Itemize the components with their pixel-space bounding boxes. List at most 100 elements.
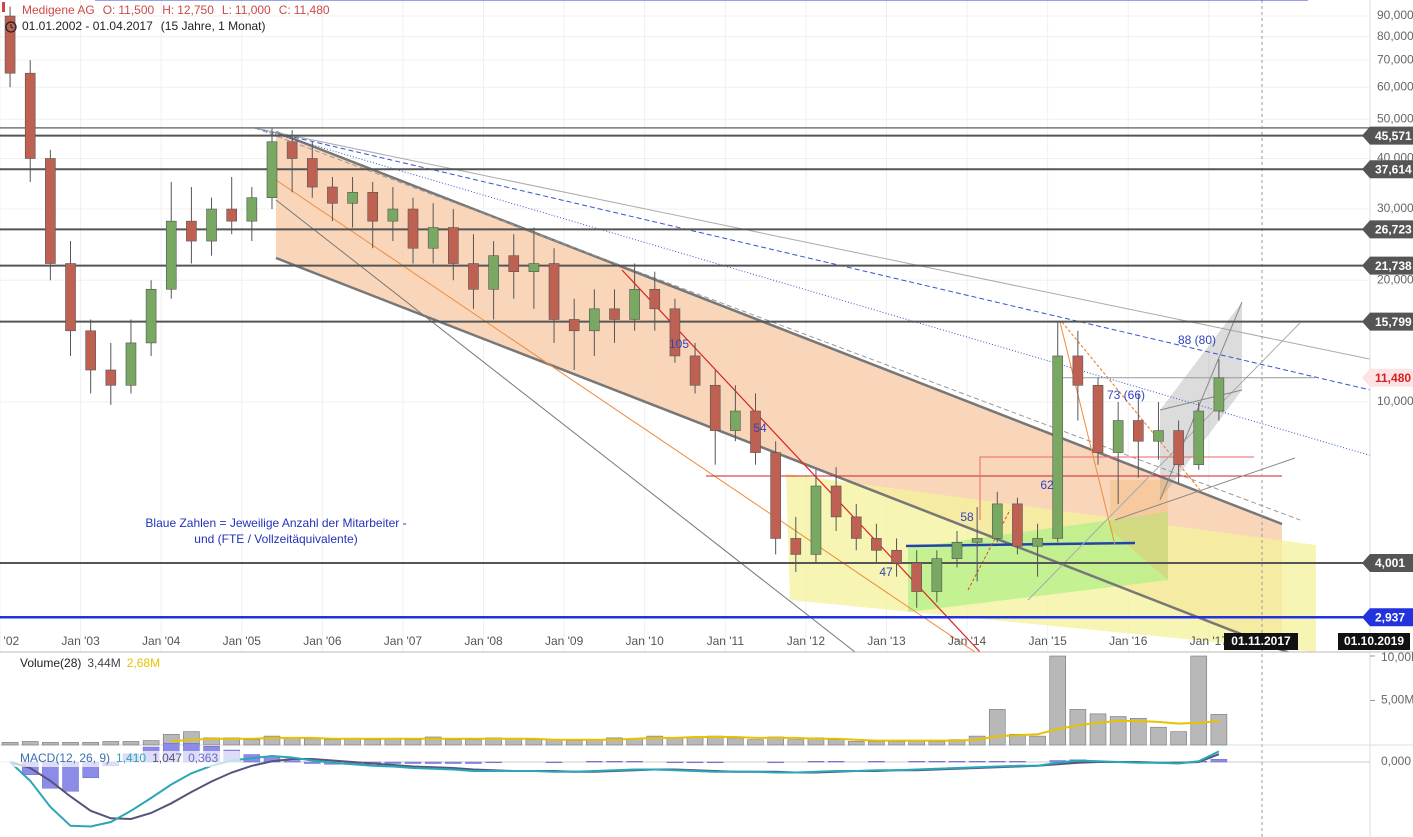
candle-body: [1092, 384, 1104, 453]
candle-body: [165, 220, 177, 290]
y-tick-label: 5,00M: [1381, 693, 1413, 707]
candle-body: [1173, 430, 1184, 465]
macd-histogram: [948, 761, 966, 763]
level-label: 26,723: [1375, 223, 1412, 237]
candle-body: [125, 342, 137, 386]
x-tick-label: Jan '03: [61, 634, 100, 648]
level-label: 21,738: [1375, 259, 1412, 273]
volume-bar: [364, 739, 382, 746]
candle-body: [1213, 377, 1225, 412]
candle-body: [448, 227, 459, 264]
candle-body: [528, 263, 540, 272]
macd-histogram: [626, 761, 643, 763]
candle-body: [850, 516, 862, 539]
drawings: [254, 127, 1370, 652]
x-tick-label: Jan '09: [545, 634, 584, 648]
macd-histogram: [445, 761, 462, 764]
volume-bar: [303, 738, 321, 746]
candle-body: [730, 410, 741, 431]
macd-histogram: [485, 761, 502, 764]
candle-body: [145, 288, 157, 344]
candles: [4, 6, 1225, 608]
clock-icon: [10, 24, 14, 29]
trend-line: [254, 127, 1370, 391]
clock-icon: [5, 21, 17, 33]
level-label: 2,937: [1375, 610, 1405, 624]
volume-bar: [404, 739, 422, 746]
fan-line: [1159, 389, 1243, 411]
volume-bar: [606, 737, 623, 746]
y-tick-label: 60,000: [1377, 79, 1413, 93]
marker-icon: [2, 2, 5, 12]
volume-bar: [787, 739, 805, 746]
macd-histogram: [666, 761, 684, 764]
volume-bar: [82, 742, 99, 746]
macd-histogram: [989, 761, 1006, 763]
volume-bar: [646, 735, 664, 746]
candle-body: [85, 330, 96, 371]
volume-bar: [445, 739, 462, 746]
x-tick-label: Jan '04: [142, 634, 181, 648]
indicators: [0, 655, 1375, 828]
header-text: O:: [103, 3, 116, 17]
y-tick-label: 70,000: [1377, 52, 1413, 66]
level-box: [1362, 553, 1413, 572]
header-text: Medigene AG: [22, 3, 95, 17]
header-text: H:: [162, 3, 174, 17]
labels: Blaue Zahlen = Jeweilige Anzahl der Mita…: [0, 2, 1413, 768]
x-tick-label: Jan '07: [384, 634, 423, 648]
candle-body: [105, 369, 117, 386]
date-range: 01.01.2002 - 01.04.2017: [22, 19, 153, 33]
macd-histogram: [767, 761, 784, 764]
fan-line: [1027, 322, 1301, 601]
panel-title: MACD(12, 26, 9): [20, 751, 110, 765]
candle-body: [206, 208, 217, 242]
panel-value: 0,363: [188, 751, 218, 765]
candle-body: [971, 538, 983, 543]
macd-histogram: [586, 761, 603, 763]
header-text: 11,000: [235, 3, 271, 17]
candle-body: [911, 562, 922, 592]
macd-histogram: [827, 761, 845, 763]
header-text: 11,480: [294, 3, 330, 17]
candle-body: [306, 158, 318, 188]
time-box: [1224, 633, 1298, 650]
date-span: (15 Jahre, 1 Monat): [161, 19, 266, 33]
y-tick-label: 50,000: [1377, 111, 1413, 125]
volume-bar: [243, 739, 261, 746]
header-text: L:: [222, 3, 232, 17]
level-label: 37,614: [1375, 162, 1412, 176]
employee-label: 54: [753, 421, 767, 435]
panel-title-bg: [0, 751, 240, 767]
macd-histogram: [908, 761, 925, 763]
y-tick-label: 30,000: [1377, 201, 1413, 215]
volume-bar: [62, 742, 79, 746]
volume-bar: [1170, 731, 1187, 746]
candle-body: [589, 308, 600, 332]
volume-bar: [1130, 718, 1147, 746]
employee-label: 88 (80): [1178, 333, 1216, 347]
candle-body: [1032, 538, 1043, 547]
macd-histogram: [424, 761, 442, 764]
macd-histogram: [1009, 761, 1026, 763]
macd-histogram: [283, 760, 301, 763]
volume-bar: [424, 736, 442, 746]
macd-histogram: [545, 761, 563, 764]
candle-body: [387, 208, 399, 222]
volume-bar: [1109, 716, 1127, 746]
candle-body: [629, 288, 640, 320]
current-box: [1362, 368, 1413, 387]
candle-body: [367, 191, 379, 222]
y-tick-label: 10,000: [1377, 394, 1413, 408]
y-tick-label: 0,000: [1381, 754, 1411, 768]
volume-bar: [1089, 713, 1107, 746]
macd-histogram: [606, 761, 623, 763]
volume-bar: [868, 741, 885, 746]
y-tick-label: 20,000: [1377, 272, 1413, 286]
volume-bar: [1190, 655, 1208, 746]
trend-line: [275, 256, 1291, 652]
x-tick-label: Jan '06: [303, 634, 342, 648]
volume-bar: [928, 741, 946, 746]
header-text: C:: [279, 3, 291, 17]
